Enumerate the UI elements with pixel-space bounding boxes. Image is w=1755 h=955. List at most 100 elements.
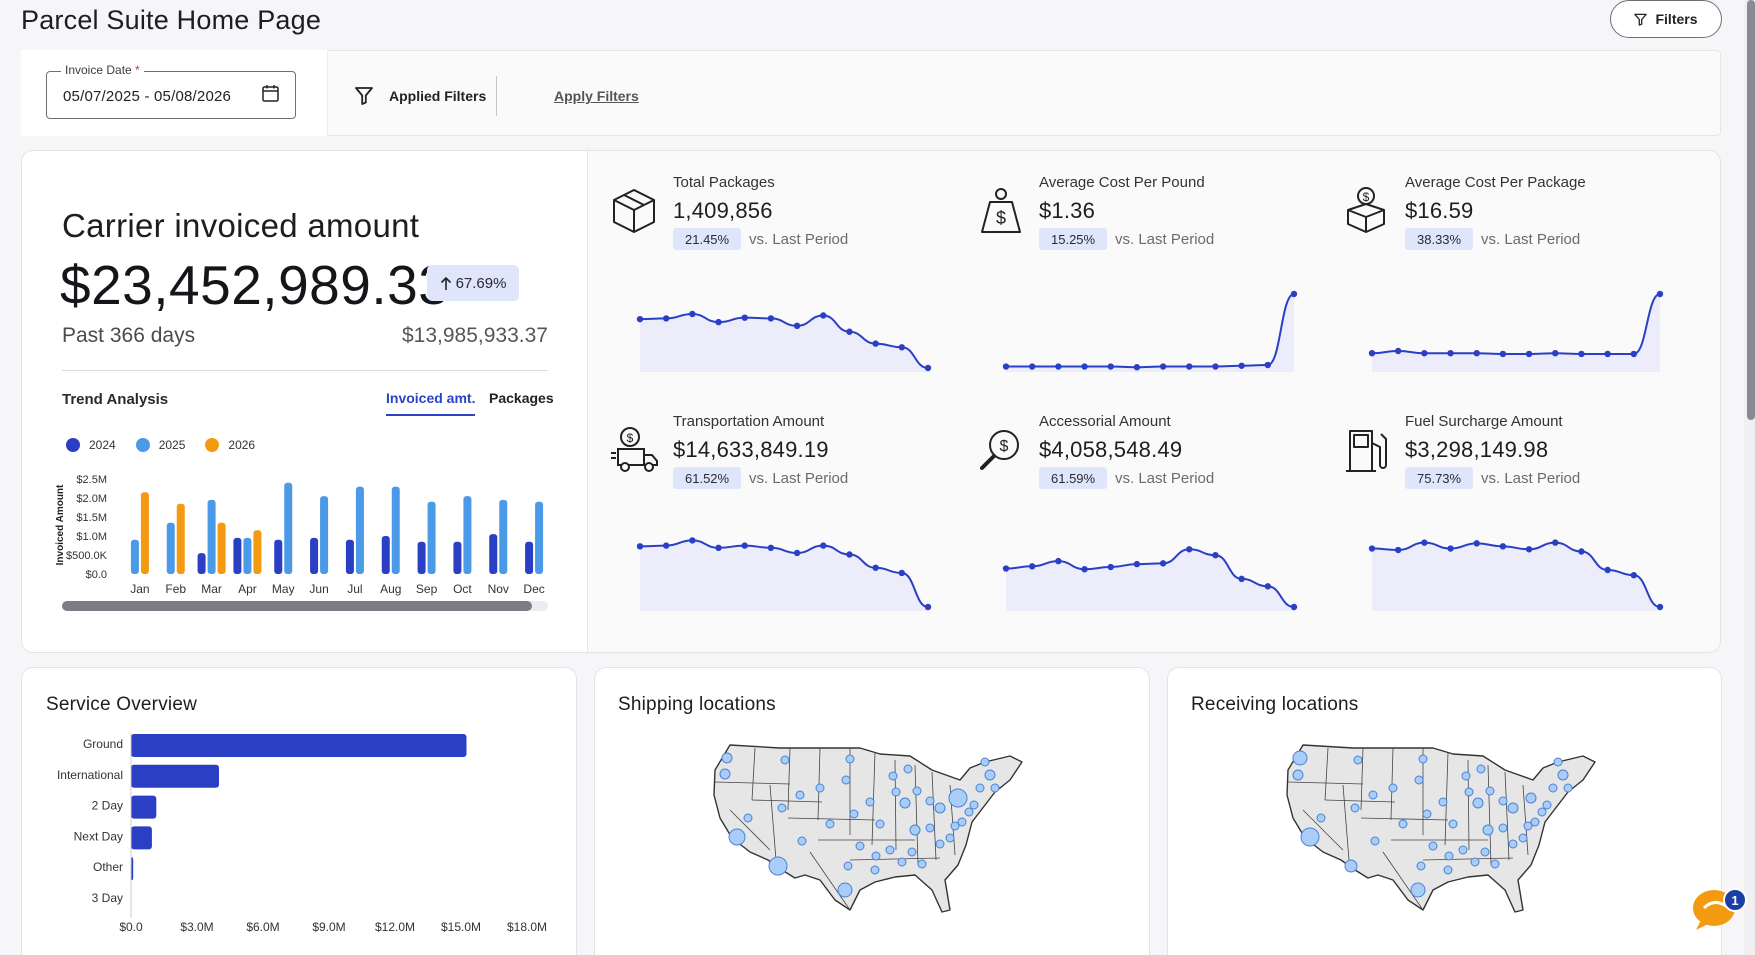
location-bubble[interactable] (1353, 755, 1363, 765)
location-bubble[interactable] (925, 796, 935, 806)
location-bubble[interactable] (1557, 769, 1569, 781)
sparkline-point[interactable] (1473, 540, 1480, 547)
service-bar-international[interactable] (131, 764, 219, 788)
bar-2025-Dec[interactable] (535, 501, 544, 574)
kpi-tile[interactable]: $ Average Cost Per Pound $1.36 15.25% vs. La… (972, 174, 1302, 404)
location-bubble[interactable] (899, 797, 911, 809)
location-bubble[interactable] (815, 783, 825, 793)
sparkline-point[interactable] (1264, 361, 1272, 369)
location-bubble[interactable] (1485, 786, 1495, 796)
bar-2025-Jun[interactable] (320, 496, 329, 574)
service-bar-2-day[interactable] (131, 795, 157, 819)
calendar-icon[interactable] (262, 84, 279, 102)
location-bubble[interactable] (1316, 813, 1326, 823)
location-bubble[interactable] (1563, 783, 1573, 793)
location-bubble[interactable] (1482, 824, 1494, 836)
bar-2026-Mar[interactable] (217, 522, 226, 574)
location-bubble[interactable] (841, 775, 851, 785)
bar-2024-Aug[interactable] (381, 536, 390, 574)
location-bubble[interactable] (871, 851, 881, 861)
location-bubble[interactable] (1470, 857, 1480, 867)
location-bubble[interactable] (984, 769, 996, 781)
location-bubble[interactable] (1464, 787, 1474, 797)
location-bubble[interactable] (1498, 796, 1508, 806)
sparkline-point[interactable] (741, 542, 748, 549)
location-bubble[interactable] (1350, 803, 1360, 813)
bar-2025-Aug[interactable] (391, 486, 400, 574)
invoice-date-value[interactable]: 05/07/2025 - 05/08/2026 (63, 88, 232, 105)
location-bubble[interactable] (1368, 790, 1378, 800)
sparkline-point[interactable] (793, 322, 801, 330)
location-bubble[interactable] (1416, 861, 1426, 871)
location-bubble[interactable] (975, 783, 985, 793)
location-bubble[interactable] (719, 768, 731, 780)
location-bubble[interactable] (1370, 836, 1380, 846)
sparkline-point[interactable] (1133, 364, 1141, 371)
sparkline-point[interactable] (872, 564, 879, 571)
sparkline-point[interactable] (1552, 539, 1559, 546)
location-bubble[interactable] (917, 859, 927, 869)
location-bubble[interactable] (1448, 819, 1458, 829)
location-bubble[interactable] (1300, 827, 1320, 847)
location-bubble[interactable] (980, 757, 990, 767)
bar-2024-Nov[interactable] (489, 534, 498, 574)
location-bubble[interactable] (1518, 833, 1528, 843)
sparkline-point[interactable] (1499, 350, 1507, 358)
location-bubble[interactable] (849, 809, 859, 819)
bar-2025-Feb[interactable] (166, 522, 175, 574)
location-bubble[interactable] (1498, 823, 1508, 833)
sparkline-point[interactable] (872, 340, 879, 347)
sparkline-point[interactable] (767, 544, 775, 551)
location-bubble[interactable] (885, 845, 895, 855)
sparkline-point[interactable] (898, 569, 906, 577)
bar-2025-Sep[interactable] (427, 501, 436, 574)
location-bubble[interactable] (837, 882, 853, 898)
sparkline-point[interactable] (715, 318, 722, 326)
sparkline-point[interactable] (1159, 560, 1167, 567)
legend-item-2026[interactable]: 2026 (205, 438, 255, 452)
location-bubble[interactable] (934, 802, 946, 814)
bar-2024-Mar[interactable] (197, 553, 206, 574)
location-bubble[interactable] (945, 833, 955, 843)
sparkline-point[interactable] (1368, 545, 1376, 552)
bar-2024-Sep[interactable] (417, 541, 426, 574)
kpi-tile[interactable]: Fuel Surcharge Amount $3,298,149.98 75.73%… (1338, 413, 1668, 643)
sparkline-point[interactable] (662, 315, 670, 322)
sparkline-point[interactable] (741, 314, 748, 321)
sparkline-point[interactable] (689, 310, 696, 318)
sparkline-point[interactable] (1604, 350, 1611, 358)
sparkline-point[interactable] (1290, 290, 1298, 298)
location-bubble[interactable] (797, 836, 807, 846)
bar-2026-Apr[interactable] (253, 530, 262, 574)
location-bubble[interactable] (768, 856, 788, 876)
sparkline-point[interactable] (924, 364, 932, 372)
location-bubble[interactable] (909, 824, 921, 836)
sparkline-point[interactable] (1656, 290, 1664, 298)
bar-2024-Jul[interactable] (345, 539, 354, 574)
location-bubble[interactable] (990, 783, 1000, 793)
legend-item-2025[interactable]: 2025 (135, 438, 185, 452)
sparkline-point[interactable] (1264, 583, 1272, 590)
location-bubble[interactable] (888, 771, 898, 781)
sparkline-point[interactable] (1159, 363, 1167, 370)
sparkline-point[interactable] (1525, 350, 1533, 358)
sparkline-point[interactable] (1499, 543, 1507, 550)
location-bubble[interactable] (1553, 757, 1563, 767)
sparkline-point[interactable] (1578, 350, 1585, 358)
location-bubble[interactable] (1414, 775, 1424, 785)
sparkline-point[interactable] (1002, 565, 1010, 572)
legend-item-2024[interactable]: 2024 (66, 438, 116, 452)
location-bubble[interactable] (1418, 754, 1428, 764)
location-bubble[interactable] (957, 817, 967, 827)
location-bubble[interactable] (843, 861, 853, 871)
location-bubble[interactable] (795, 790, 805, 800)
sparkline-point[interactable] (1186, 546, 1193, 553)
bar-2025-Apr[interactable] (243, 537, 252, 574)
location-bubble[interactable] (1344, 859, 1358, 873)
page-scroll-track[interactable] (1744, 0, 1755, 955)
kpi-tile[interactable]: Total Packages 1,409,856 21.45% vs. Last Pe… (606, 174, 936, 404)
location-bubble[interactable] (1461, 771, 1471, 781)
sparkline-point[interactable] (1421, 539, 1428, 546)
bar-2025-Mar[interactable] (207, 499, 216, 574)
sparkline-point[interactable] (820, 542, 827, 549)
